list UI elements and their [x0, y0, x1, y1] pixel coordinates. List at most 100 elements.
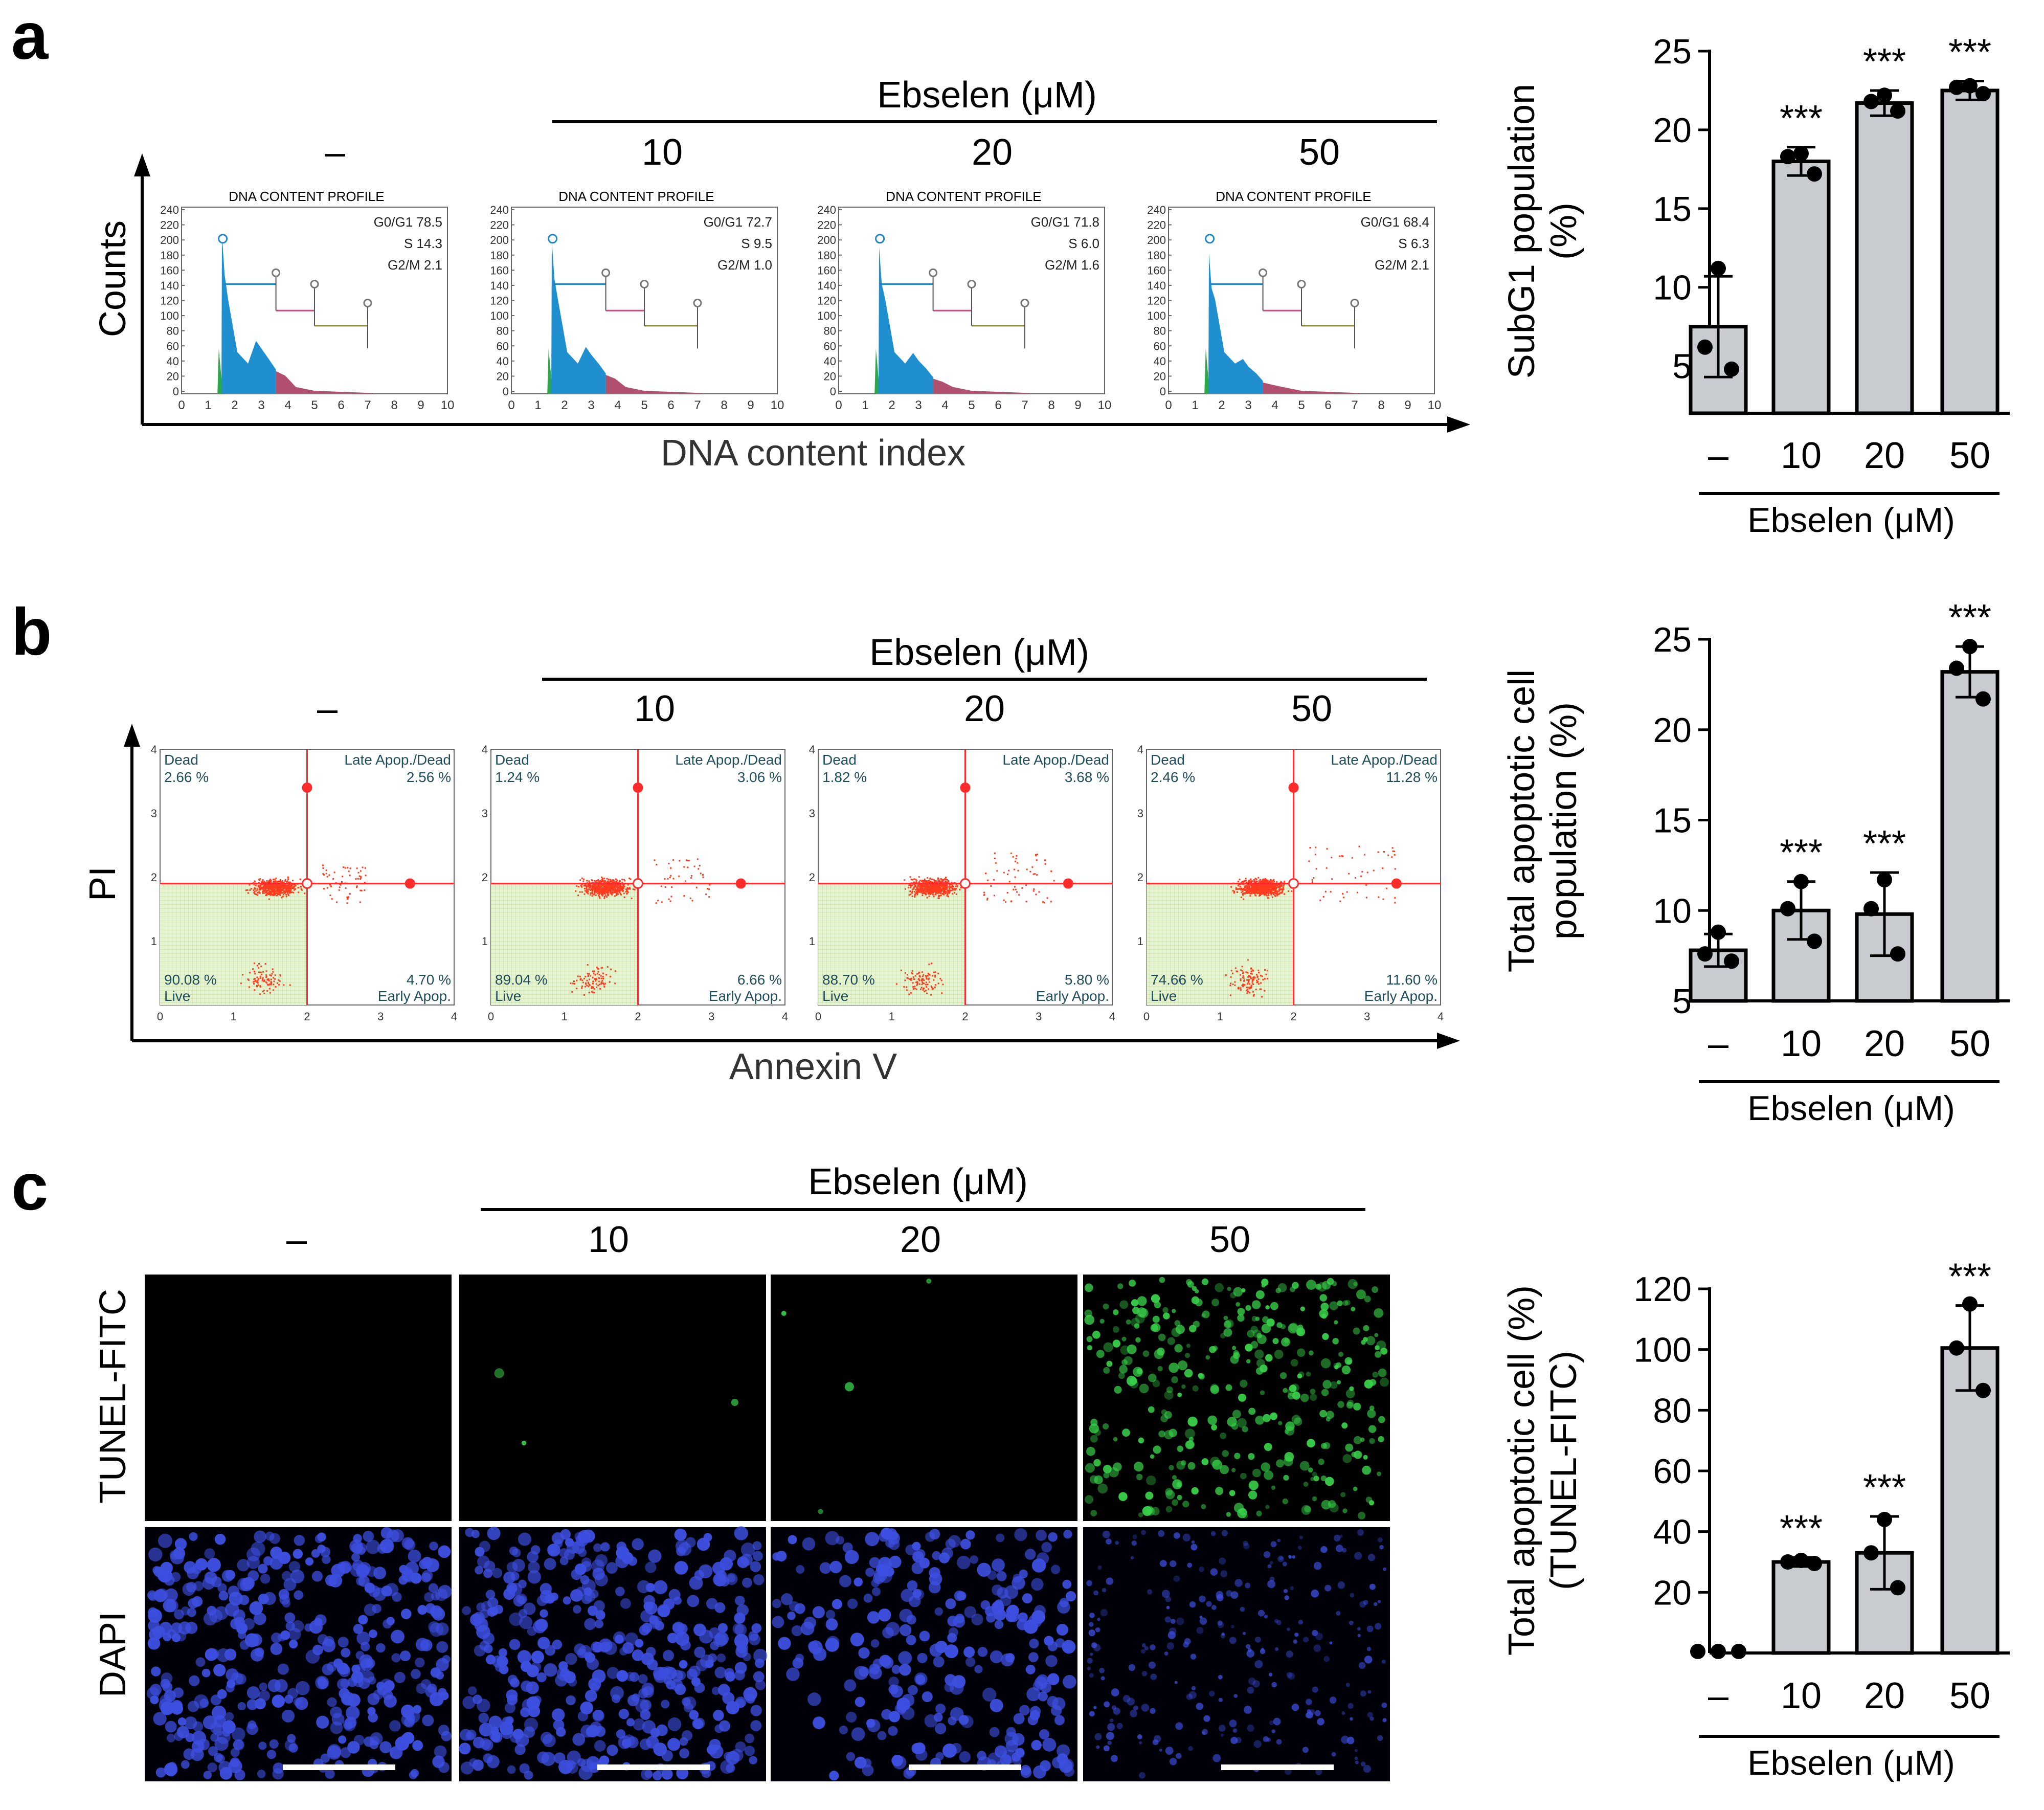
- tunel-cell: [1227, 1287, 1231, 1291]
- annexin-event: [1243, 980, 1245, 982]
- annexin-event: [1248, 887, 1250, 889]
- tunel-cell: [1114, 1386, 1122, 1394]
- annexin-live-value: 89.04 %: [495, 972, 548, 988]
- annexin-event: [1232, 984, 1234, 986]
- annexin-event: [1363, 854, 1365, 856]
- annexin-y-tick-label: 1: [151, 935, 157, 948]
- annexin-event: [274, 885, 276, 887]
- annexin-event: [270, 975, 272, 977]
- dapi-nucleus: [957, 1591, 967, 1601]
- tunel-cell: [1205, 1355, 1210, 1360]
- annexin-event: [580, 978, 582, 980]
- annexin-event: [1255, 989, 1257, 991]
- dapi-nucleus: [429, 1541, 438, 1551]
- annexin-event: [1013, 868, 1015, 870]
- annexin-event: [1246, 891, 1248, 893]
- annexin-event: [1256, 887, 1259, 889]
- annexin-event: [940, 892, 942, 895]
- dapi-nucleus: [173, 1687, 184, 1698]
- annexin-event: [629, 888, 631, 890]
- annexin-event: [1382, 898, 1384, 900]
- annexin-event: [604, 887, 606, 889]
- annexin-event: [932, 890, 934, 892]
- dna-x-tick-label: 0: [178, 398, 185, 412]
- annexin-event: [627, 888, 629, 890]
- annexin-event: [609, 892, 611, 894]
- annexin-event: [1003, 872, 1005, 874]
- annexin-event: [622, 884, 624, 886]
- annexin-event: [948, 880, 950, 882]
- dapi-nucleus: [278, 1633, 286, 1642]
- annexin-event: [1281, 888, 1283, 890]
- annexin-event: [1271, 892, 1273, 894]
- annexin-event: [590, 889, 592, 891]
- annexin-event: [592, 970, 594, 972]
- dapi-nucleus: [203, 1715, 217, 1730]
- annexin-event: [616, 890, 618, 892]
- dapi-nucleus: [772, 1616, 784, 1628]
- annexin-event: [949, 884, 951, 886]
- dapi-nucleus: [867, 1719, 881, 1732]
- annexin-event: [914, 889, 916, 891]
- tunel-cell: [1283, 1474, 1289, 1481]
- dapi-nucleus: [902, 1693, 915, 1707]
- annexin-event: [1324, 890, 1327, 892]
- annexin-event: [905, 888, 907, 890]
- tunel-cell: [1142, 1506, 1152, 1516]
- annexin-event: [287, 893, 289, 895]
- annexin-event: [1014, 876, 1016, 878]
- annexin-live-label: Live: [495, 988, 521, 1004]
- dapi-nucleus: [479, 1738, 491, 1750]
- dapi-nucleus: [724, 1549, 736, 1562]
- dapi-nucleus: [589, 1762, 600, 1773]
- dna-y-tick-label: 240: [817, 204, 836, 216]
- annexin-event: [268, 887, 270, 889]
- dna-phase-text: G2/M 2.1: [1375, 257, 1429, 273]
- annexin-event: [254, 887, 256, 889]
- dapi-nucleus: [425, 1558, 440, 1572]
- annexin-event: [595, 890, 597, 892]
- dapi-nucleus: [536, 1672, 547, 1683]
- annexin-event: [607, 891, 609, 893]
- annexin-event: [600, 890, 602, 892]
- dapi-nucleus: [742, 1652, 751, 1661]
- dapi-image-1: [459, 1526, 768, 1781]
- dapi-nucleus: [726, 1701, 739, 1715]
- dapi-nucleus: [270, 1643, 283, 1655]
- dapi-nucleus: [994, 1620, 1004, 1629]
- dna-y-tick-label: 120: [160, 295, 179, 307]
- annexin-event: [1016, 855, 1018, 857]
- annexin-event: [611, 884, 613, 886]
- annexin-event: [1260, 882, 1262, 884]
- annexin-event: [935, 893, 937, 895]
- annexin-event: [1266, 885, 1268, 887]
- annexin-event: [606, 886, 608, 888]
- tunel-cell: [1154, 1301, 1161, 1308]
- dapi-nucleus: [680, 1640, 691, 1650]
- annexin-event: [597, 985, 599, 987]
- annexin-event: [1266, 886, 1268, 888]
- annexin-event: [678, 875, 680, 877]
- annexin-event: [604, 885, 607, 887]
- annexin-event: [604, 880, 606, 882]
- dapi-nucleus: [955, 1614, 965, 1623]
- annexin-event: [259, 885, 261, 887]
- annexin-event: [708, 896, 710, 898]
- dapi-nucleus: [693, 1623, 706, 1637]
- dapi-nucleus: [1041, 1541, 1052, 1553]
- tunel-cell: [1093, 1459, 1101, 1467]
- dapi-nucleus: [1018, 1612, 1028, 1622]
- dapi-nucleus: [974, 1665, 983, 1673]
- annexin-event: [582, 981, 585, 984]
- annexin-event: [596, 889, 598, 891]
- annexin-event: [920, 979, 923, 981]
- annexin-event: [262, 991, 264, 993]
- annexin-event: [1279, 887, 1281, 889]
- annexin-event: [1266, 895, 1268, 897]
- dapi-nucleus: [163, 1599, 176, 1613]
- annexin-event: [1236, 891, 1238, 893]
- annexin-event: [617, 887, 619, 889]
- dapi-nucleus: [1044, 1636, 1054, 1646]
- dapi-nucleus: [1013, 1756, 1022, 1766]
- dna-gate-handle: [363, 299, 372, 307]
